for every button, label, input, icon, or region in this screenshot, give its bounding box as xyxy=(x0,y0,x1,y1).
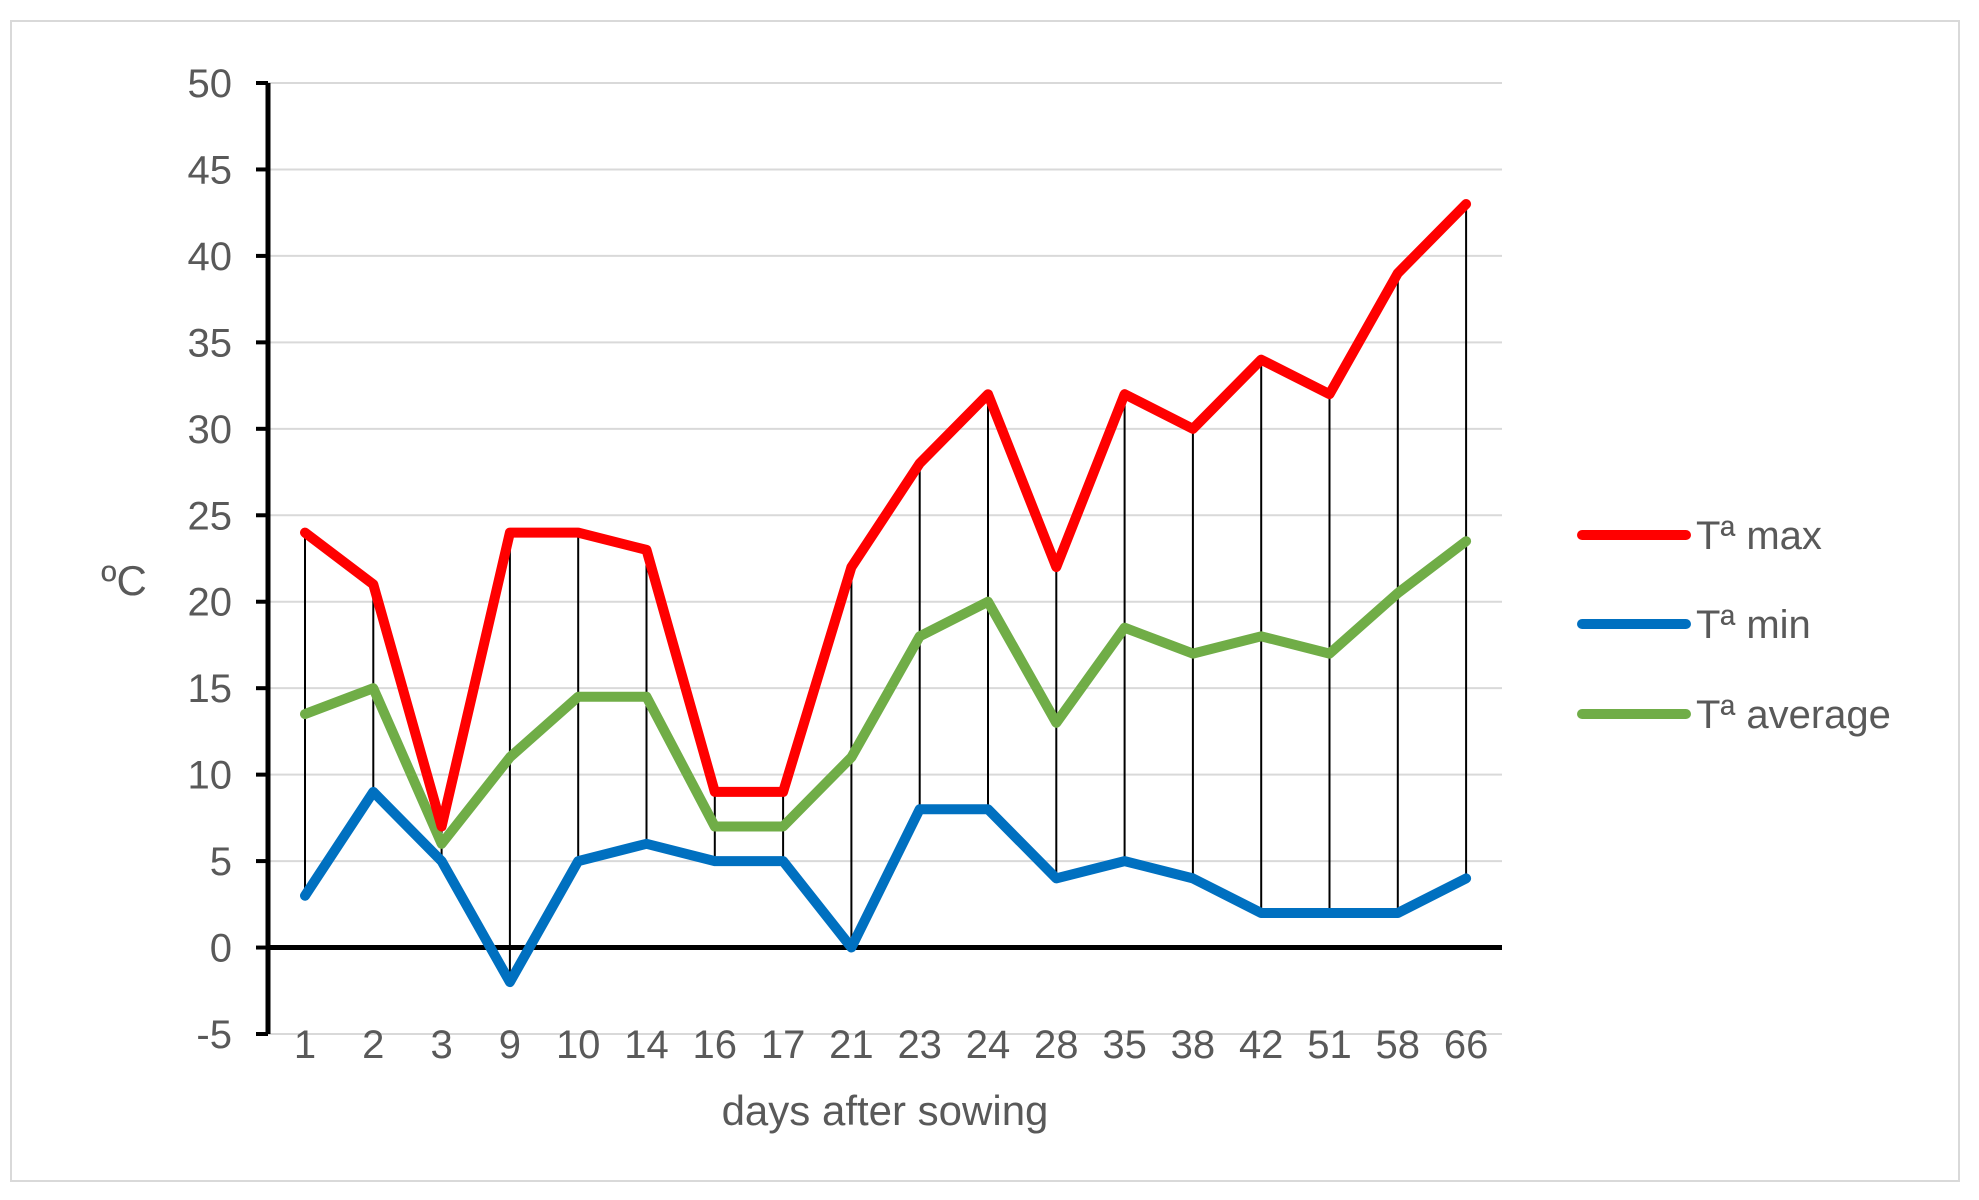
legend-label: Tª max xyxy=(1696,514,1822,558)
high-low-lines xyxy=(304,204,1468,983)
axes xyxy=(256,81,1502,1036)
x-tick-label: 42 xyxy=(1239,1023,1284,1067)
y-tick-label: 50 xyxy=(188,62,233,106)
series-line-average xyxy=(300,536,1472,849)
x-tick-label: 10 xyxy=(556,1023,601,1067)
series-line-min xyxy=(300,786,1472,988)
y-tick-label: -5 xyxy=(196,1013,232,1057)
x-tick-label: 3 xyxy=(430,1023,452,1067)
x-tick-label: 2 xyxy=(362,1023,384,1067)
y-tick-label: 0 xyxy=(210,927,232,971)
x-tick-label: 1 xyxy=(294,1023,316,1067)
legend-label: Tª min xyxy=(1696,603,1811,647)
y-tick-label: 5 xyxy=(210,840,232,884)
y-tick-label: 30 xyxy=(188,408,233,452)
y-tick-label: 40 xyxy=(188,235,233,279)
x-axis-title: days after sowing xyxy=(722,1087,1049,1134)
x-tick-label: 66 xyxy=(1444,1023,1489,1067)
x-tick-label: 51 xyxy=(1307,1023,1352,1067)
x-tick-label: 28 xyxy=(1034,1023,1079,1067)
y-axis-title: ºC xyxy=(101,557,147,604)
series-lines xyxy=(300,199,1472,988)
y-tick-label: 15 xyxy=(188,667,233,711)
chart-frame: 50 45 40 35 30 25 20 15 10 5 0 -5 1 2 3 9 10 14 16 17 21 23 2… xyxy=(10,20,1960,1182)
y-tick-label: 45 xyxy=(188,148,233,192)
x-tick-label: 9 xyxy=(499,1023,521,1067)
y-tick-label: 35 xyxy=(188,321,233,365)
x-tick-label: 23 xyxy=(897,1023,942,1067)
series-line-max xyxy=(300,199,1472,832)
y-tick-label: 20 xyxy=(188,581,233,625)
x-tick-label: 16 xyxy=(693,1023,738,1067)
legend-label: Tª average xyxy=(1696,693,1891,737)
y-tick-label: 10 xyxy=(188,754,233,798)
x-tick-label: 17 xyxy=(761,1023,806,1067)
x-tick-label: 35 xyxy=(1102,1023,1147,1067)
y-tick-label: 25 xyxy=(188,494,233,538)
legend: Tª max Tª min Tª average xyxy=(1577,514,1891,737)
x-tick-label: 58 xyxy=(1376,1023,1421,1067)
x-tick-label: 21 xyxy=(829,1023,874,1067)
x-tick-label: 24 xyxy=(966,1023,1011,1067)
x-tick-label: 14 xyxy=(624,1023,669,1067)
x-tick-labels: 1 2 3 9 10 14 16 17 21 23 24 28 35 38 42 51 58 66 xyxy=(294,1023,1488,1067)
x-tick-label: 38 xyxy=(1171,1023,1216,1067)
